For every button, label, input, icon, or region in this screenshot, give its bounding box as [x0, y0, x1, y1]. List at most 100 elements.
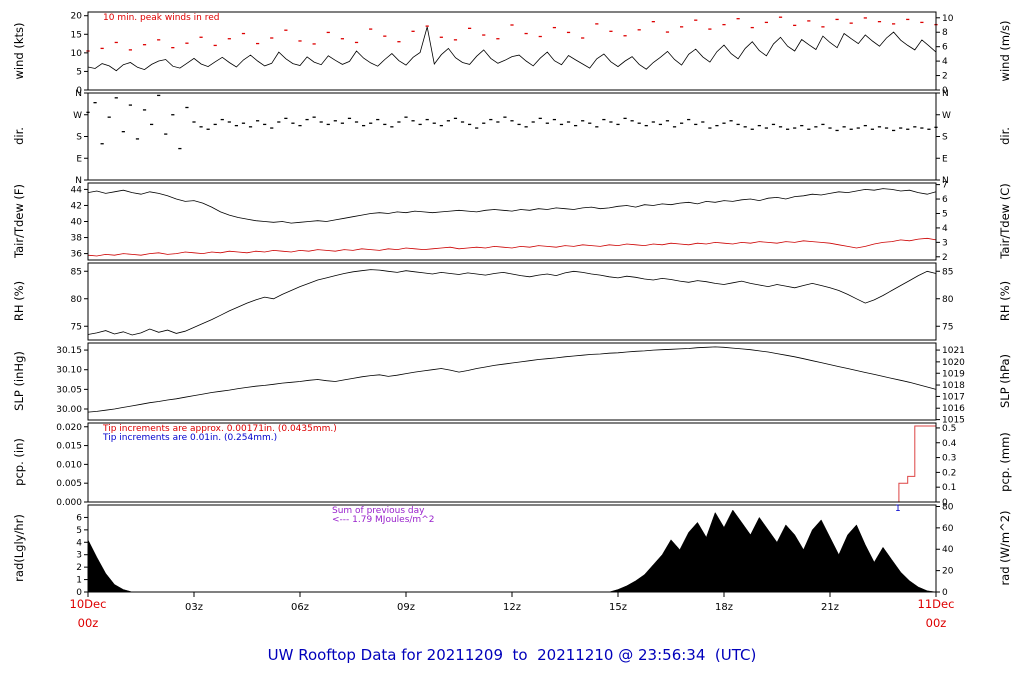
- end-time-label: 00z: [925, 616, 947, 630]
- tip-count-mark: 1: [895, 504, 901, 514]
- svg-text:30.00: 30.00: [56, 405, 82, 415]
- svg-text:18z: 18z: [715, 602, 733, 613]
- svg-text:0.1: 0.1: [942, 483, 956, 493]
- svg-text:42: 42: [71, 201, 82, 211]
- svg-text:2: 2: [942, 253, 948, 263]
- svg-text:1020: 1020: [942, 358, 965, 368]
- svg-text:6: 6: [942, 195, 948, 205]
- rad-right-axis-label: rad (W/m^2): [998, 510, 1012, 586]
- x-axis-end-date: 11Dec 00z: [904, 598, 968, 629]
- wind-left-axis-label: wind (kts): [12, 22, 26, 80]
- svg-text:12z: 12z: [503, 602, 521, 613]
- svg-text:20: 20: [942, 567, 954, 577]
- svg-text:09z: 09z: [397, 602, 415, 613]
- svg-text:80: 80: [71, 295, 83, 305]
- svg-text:0: 0: [942, 86, 948, 96]
- svg-text:44: 44: [71, 185, 83, 195]
- svg-text:40: 40: [71, 218, 83, 228]
- tip-increment-red-annotation: Tip increments are approx. 0.00171in. (0…: [103, 424, 337, 434]
- dir-right-axis-label: dir.: [998, 127, 1012, 145]
- svg-text:1021: 1021: [942, 346, 965, 356]
- svg-text:N: N: [942, 176, 949, 186]
- tip-increment-blue-annotation: Tip increments are 0.01in. (0.254mm.): [103, 433, 278, 443]
- rh-left-axis-label: RH (%): [12, 280, 26, 322]
- svg-text:1016: 1016: [942, 404, 965, 414]
- start-date-label: 10Dec: [69, 597, 107, 611]
- svg-text:8: 8: [942, 28, 948, 38]
- svg-text:38: 38: [71, 234, 83, 244]
- svg-text:03z: 03z: [185, 602, 203, 613]
- svg-text:80: 80: [942, 295, 954, 305]
- svg-text:4: 4: [942, 57, 948, 67]
- tair-left-axis-label: Tair/Tdew (F): [12, 183, 26, 259]
- x-axis-start-date: 10Dec 00z: [56, 598, 120, 629]
- svg-text:0.3: 0.3: [942, 454, 956, 464]
- svg-text:30.10: 30.10: [56, 366, 82, 376]
- svg-text:0: 0: [942, 498, 948, 508]
- svg-text:6: 6: [942, 43, 948, 53]
- svg-text:0.000: 0.000: [56, 498, 82, 508]
- slp-right-axis-label: SLP (hPa): [998, 353, 1012, 409]
- svg-text:20: 20: [71, 12, 83, 22]
- svg-text:7: 7: [942, 181, 948, 191]
- svg-text:N: N: [942, 89, 949, 99]
- svg-text:S: S: [76, 133, 82, 143]
- svg-text:0.4: 0.4: [942, 439, 957, 449]
- svg-text:N: N: [75, 176, 82, 186]
- svg-text:0.015: 0.015: [56, 442, 82, 452]
- end-date-label: 11Dec: [917, 597, 955, 611]
- svg-text:75: 75: [942, 322, 953, 332]
- svg-text:75: 75: [71, 322, 82, 332]
- svg-text:5: 5: [76, 526, 82, 536]
- svg-text:6: 6: [76, 513, 82, 523]
- svg-text:21z: 21z: [821, 602, 839, 613]
- svg-text:80: 80: [942, 502, 954, 512]
- wind-right-axis-label: wind (m/s): [998, 20, 1012, 82]
- svg-text:5: 5: [942, 209, 948, 219]
- svg-text:0.010: 0.010: [56, 460, 82, 470]
- svg-text:0: 0: [76, 588, 82, 598]
- svg-text:1019: 1019: [942, 369, 965, 379]
- svg-text:5: 5: [76, 67, 82, 77]
- svg-text:85: 85: [942, 267, 953, 277]
- svg-text:15z: 15z: [609, 602, 627, 613]
- svg-text:2: 2: [76, 563, 82, 573]
- chart-title: UW Rooftop Data for 20211209 to 20211210…: [267, 646, 757, 664]
- svg-text:0: 0: [76, 86, 82, 96]
- svg-text:10: 10: [71, 49, 83, 59]
- svg-text:2: 2: [942, 72, 948, 82]
- prev-day-sum-annotation-line1: Sum of previous day: [332, 506, 425, 516]
- svg-text:1018: 1018: [942, 381, 965, 391]
- svg-text:0.020: 0.020: [56, 423, 82, 433]
- dir-left-axis-label: dir.: [12, 127, 26, 145]
- svg-text:1015: 1015: [942, 416, 965, 426]
- svg-text:E: E: [76, 154, 82, 164]
- svg-text:N: N: [75, 89, 82, 99]
- pcp-right-axis-label: pcp. (mm): [998, 432, 1012, 492]
- svg-text:0: 0: [942, 588, 948, 598]
- svg-text:30.05: 30.05: [56, 385, 82, 395]
- svg-text:S: S: [942, 133, 948, 143]
- tair-right-axis-label: Tair/Tdew (C): [998, 183, 1012, 259]
- peak-winds-annotation: 10 min. peak winds in red: [103, 13, 220, 23]
- svg-text:06z: 06z: [291, 602, 309, 613]
- svg-text:36: 36: [71, 250, 83, 260]
- svg-text:40: 40: [942, 545, 954, 555]
- svg-text:3: 3: [942, 238, 948, 248]
- plot-canvas: 051015200246810NESWNNESWN363840424423456…: [56, 11, 965, 613]
- svg-text:4: 4: [76, 538, 82, 548]
- rad-left-axis-label: rad(Lgly/hr): [12, 514, 26, 582]
- slp-left-axis-label: SLP (inHg): [12, 351, 26, 411]
- prev-day-sum-annotation-line2: <--- 1.79 MJoules/m^2: [332, 515, 435, 525]
- rh-right-axis-label: RH (%): [998, 280, 1012, 322]
- svg-text:0.2: 0.2: [942, 468, 956, 478]
- svg-text:W: W: [73, 111, 82, 121]
- svg-text:60: 60: [942, 524, 954, 534]
- svg-text:85: 85: [71, 267, 82, 277]
- svg-text:1: 1: [76, 576, 82, 586]
- svg-text:15: 15: [71, 30, 82, 40]
- svg-text:W: W: [942, 111, 951, 121]
- svg-text:3: 3: [76, 551, 82, 561]
- svg-text:0.005: 0.005: [56, 479, 82, 489]
